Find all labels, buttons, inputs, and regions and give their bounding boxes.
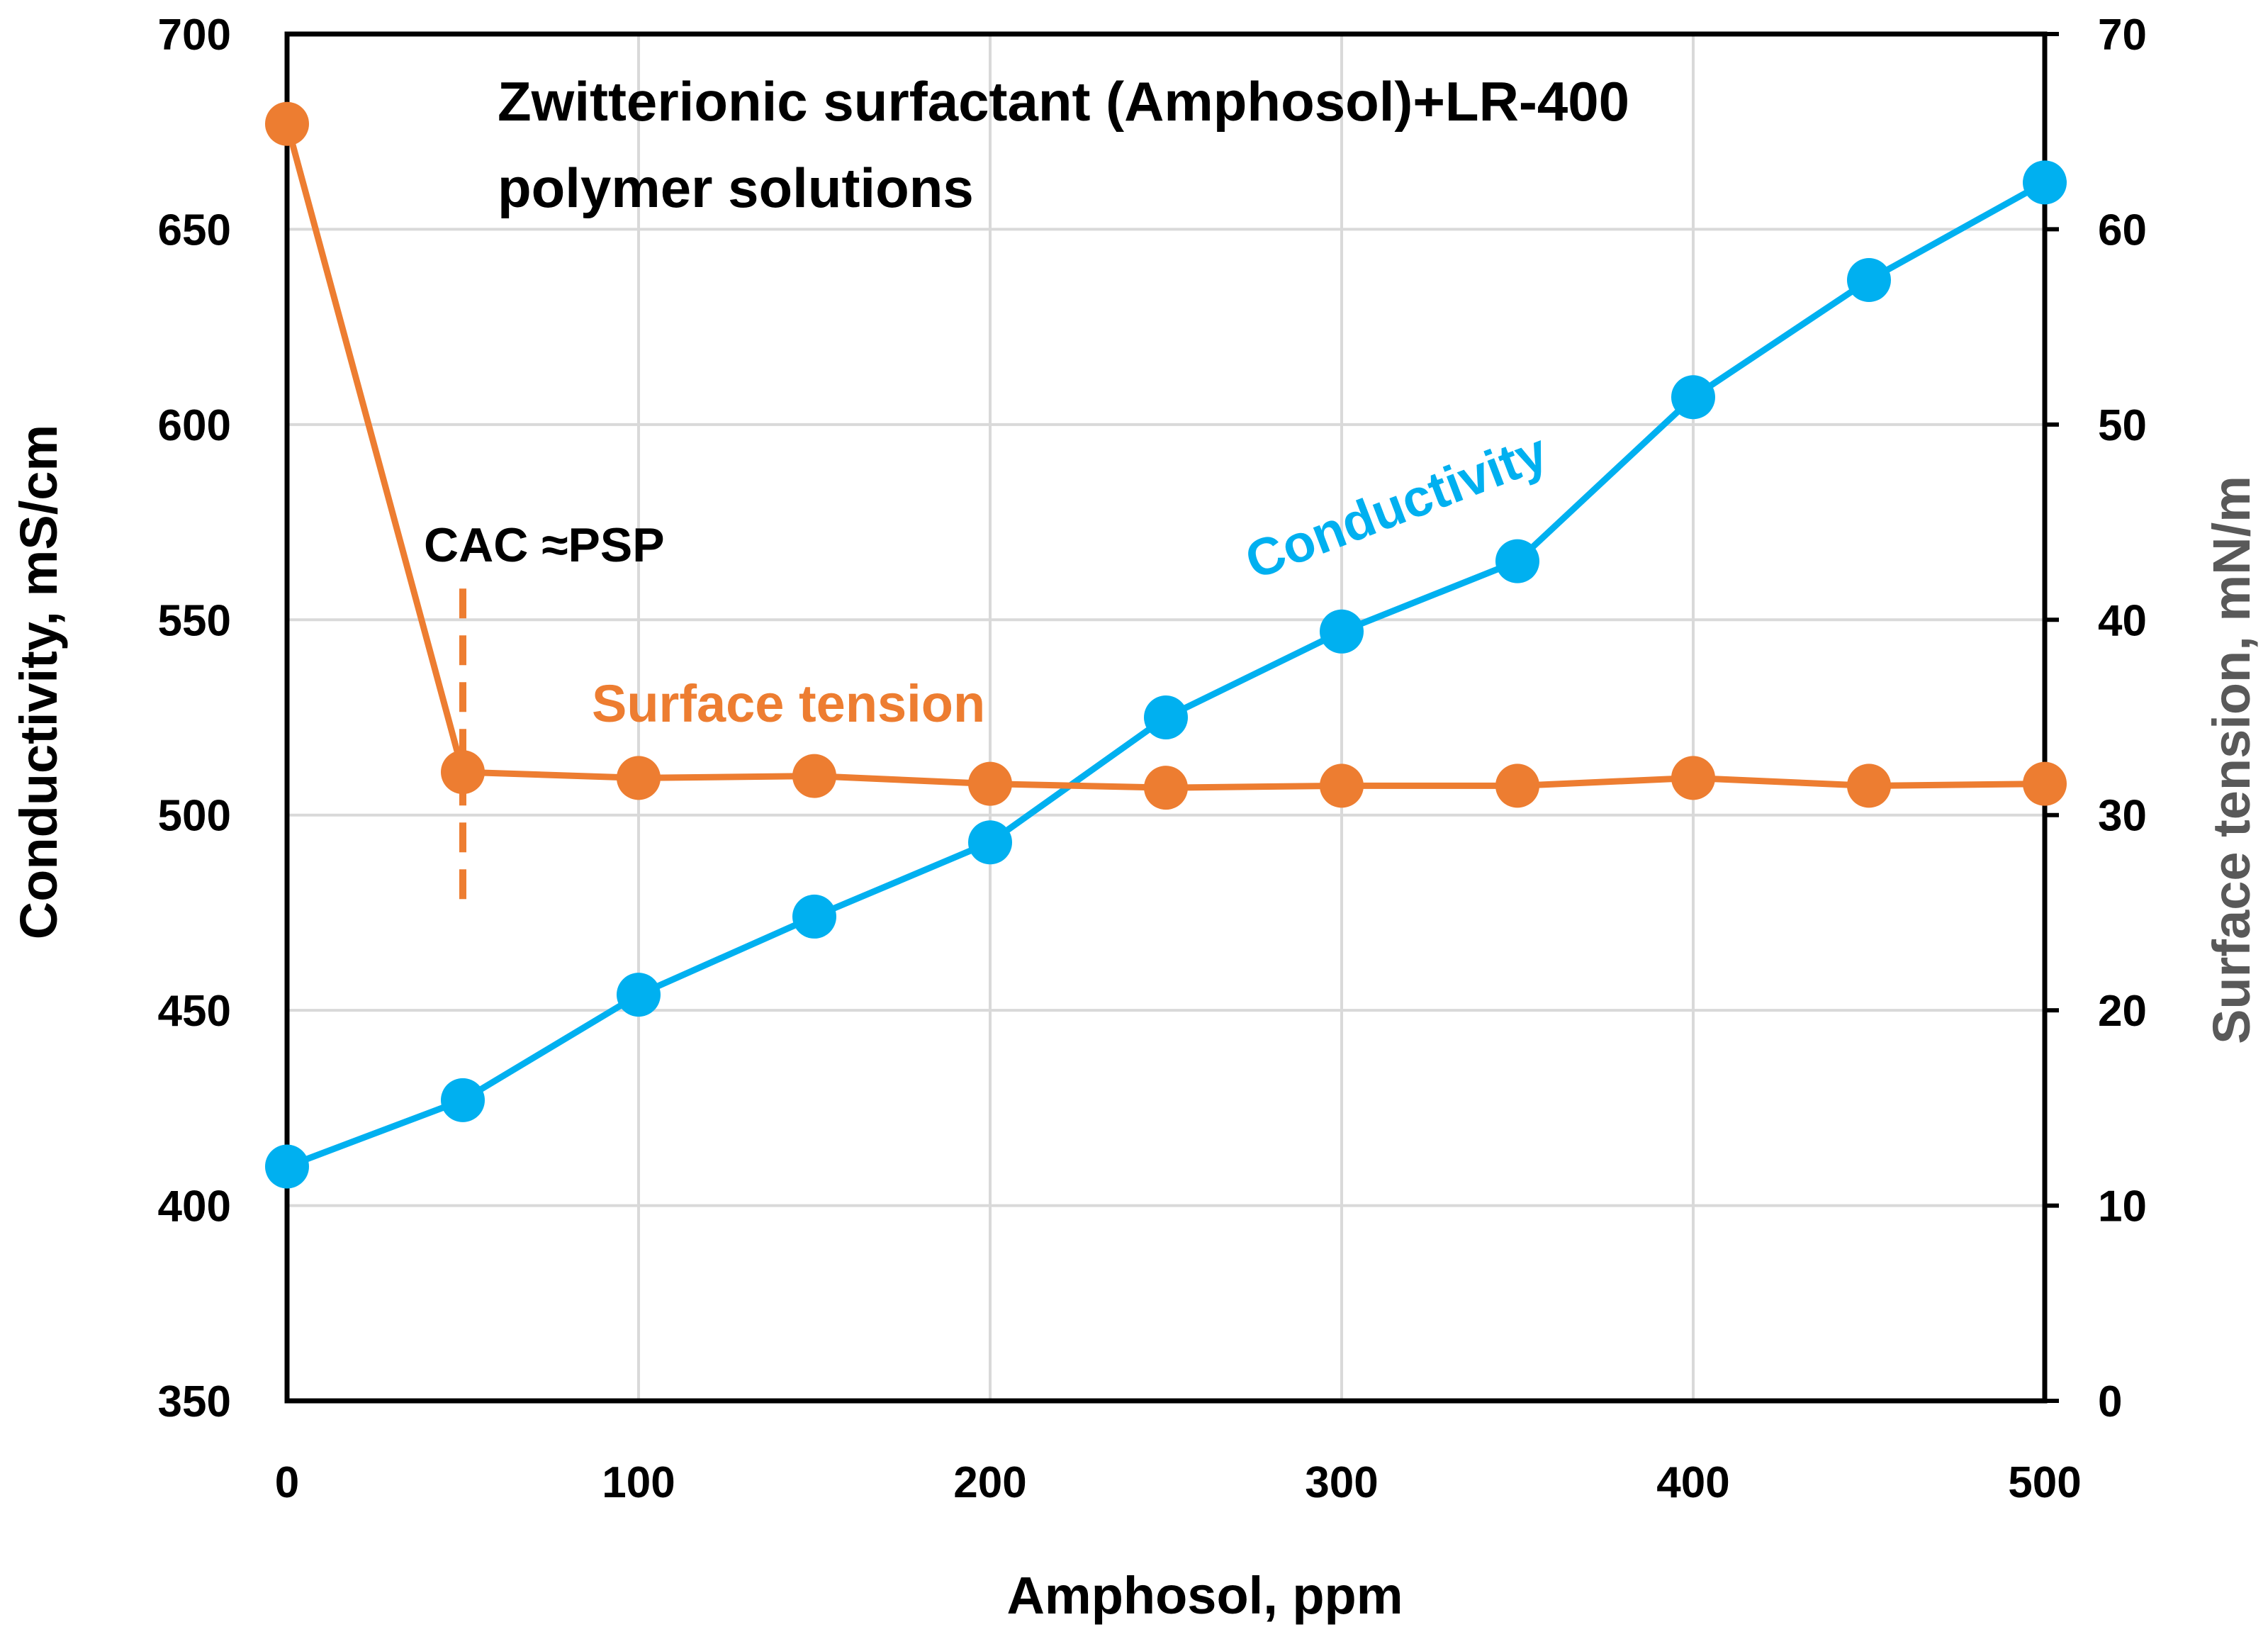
surface-tension-point [1144,766,1188,810]
surface-tension-point [1320,764,1364,808]
y-right-tick-label: 70 [2098,11,2147,60]
x-axis-title: Amphosol, ppm [1006,1566,1403,1625]
y-left-tick-label: 350 [158,1377,231,1426]
surface-tension-line [284,123,2045,791]
surface-tension-point [265,101,309,146]
conductivity-point [1847,258,1891,303]
y-left-tick-label: 700 [158,11,231,60]
x-tick-label: 100 [602,1458,675,1507]
y-left-tick-label: 550 [158,596,231,645]
y-left-tick-labels: 350 400 450 500 550 600 650 700 [158,11,231,1426]
surface-tension-point [2023,761,2067,806]
surface-tension-point [968,761,1012,806]
y-right-tick-label: 10 [2098,1182,2147,1231]
conductivity-point [265,1144,309,1189]
conductivity-point [1320,609,1364,654]
y-left-tick-label: 450 [158,987,231,1036]
y-right-tick-label: 50 [2098,401,2147,450]
plot-frame [284,31,2048,1404]
surface-tension-point [1495,764,1539,808]
y-left-tick-label: 400 [158,1182,231,1231]
y-right-tick-label: 20 [2098,987,2147,1036]
y-left-tick-label: 650 [158,206,231,255]
conductivity-point [1144,695,1188,739]
surface-tension-point [441,750,485,795]
surface-tension-point [617,756,661,800]
x-tick-labels: 0 100 200 300 400 500 [275,1458,2082,1507]
x-tick-label: 500 [2008,1458,2081,1507]
y-right-tick-label: 30 [2098,792,2147,841]
chart-title-line-2: polymer solutions [498,157,974,219]
conductivity-point [2023,160,2067,205]
y-right-tick-label: 60 [2098,206,2147,255]
cac-annotation: CAC ≈PSP [424,518,665,572]
conductivity-point [441,1078,485,1122]
conductivity-point [1671,375,1715,420]
y-left-axis-title: Conductivity, mS/cm [9,425,68,939]
x-tick-label: 200 [953,1458,1026,1507]
chart-title-line-1: Zwitterionic surfactant (Amphosol)+LR-40… [498,70,1629,133]
conductivity-line [286,179,2047,1170]
conductivity-point [617,973,661,1017]
surface-tension-series-label: Surface tension [592,674,985,733]
y-left-tick-label: 600 [158,401,231,450]
surface-tension-point [792,754,836,798]
surface-tension-point [1847,764,1891,808]
y-left-tick-label: 500 [158,792,231,841]
y-right-tick-labels: 0 10 20 30 40 50 60 70 [2045,11,2147,1426]
series-layer [265,101,2067,1189]
conductivity-point [1495,539,1539,583]
x-tick-label: 400 [1656,1458,1729,1507]
conductivity-point [792,894,836,939]
x-tick-label: 0 [275,1458,299,1507]
y-right-axis-title: Surface tension, mN/m [2202,476,2261,1044]
y-right-tick-label: 0 [2098,1377,2122,1426]
y-right-tick-label: 40 [2098,596,2147,645]
surface-tension-point [1671,756,1715,800]
conductivity-point [968,820,1012,865]
x-tick-label: 300 [1305,1458,1378,1507]
